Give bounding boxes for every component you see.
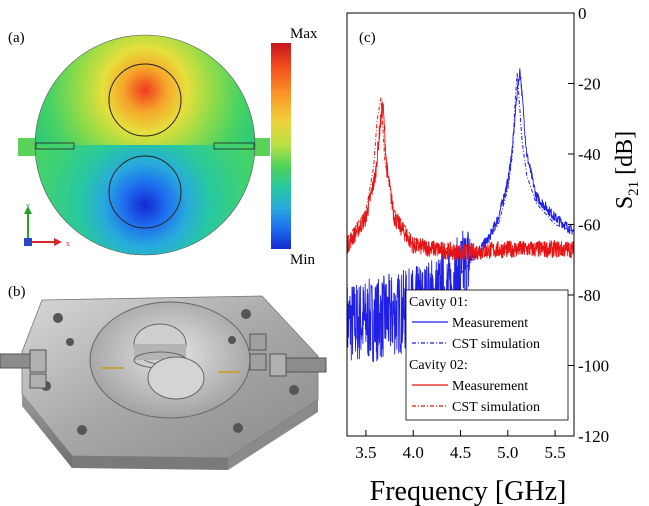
- legend-entry-label: CST simulation: [452, 400, 540, 415]
- panel-a: (a): [0, 0, 330, 270]
- legend: Cavity 01: Measurement CST simulation Cavit…: [406, 290, 568, 420]
- y-axis-title: S21 [dB]: [612, 131, 642, 209]
- panel-c-label: (c): [359, 30, 376, 46]
- x-tick-label: 5.0: [497, 443, 518, 462]
- panel-c: 3.5 4.0 4.5 5.0 5.5 0 -20 -40 -60 -80 -100 -120 (c…: [330, 0, 649, 506]
- y-tick-label: 0: [578, 4, 587, 23]
- axis-x-label: x: [66, 239, 70, 248]
- series-2-cavity-02-measurement: [347, 102, 574, 261]
- y-tick-label: -60: [578, 216, 601, 235]
- legend-entry-label: CST simulation: [452, 337, 540, 352]
- y-tick-label: -20: [578, 75, 601, 94]
- legend-group-title: Cavity 02:: [409, 358, 468, 373]
- y-tick-label: -80: [578, 286, 601, 305]
- colorbar: [271, 43, 291, 249]
- cavity-photo: [0, 270, 330, 506]
- field-map: y x Max Min: [0, 0, 330, 270]
- svg-text:S21 [dB]: S21 [dB]: [612, 131, 642, 209]
- legend-entry-label: Measurement: [452, 379, 528, 394]
- colorbar-min-label: Min: [290, 252, 316, 268]
- y-tick-label: -120: [578, 427, 609, 446]
- x-tick-label: 4.5: [450, 443, 471, 462]
- y-tick-label: -100: [578, 357, 609, 376]
- x-tick-label: 3.5: [355, 443, 376, 462]
- x-axis: 3.5 4.0 4.5 5.0 5.5: [355, 430, 565, 462]
- legend-group-title: Cavity 01:: [409, 295, 468, 310]
- x-tick-label: 5.5: [544, 443, 565, 462]
- series-1-cavity-01-cst-simulation: [461, 73, 575, 274]
- s21-chart: 3.5 4.0 4.5 5.0 5.5 0 -20 -40 -60 -80 -100 -120 (c…: [330, 0, 649, 506]
- legend-entry-label: Measurement: [452, 316, 528, 331]
- y-tick-label: -40: [578, 145, 601, 164]
- x-axis-title: Frequency [GHz]: [370, 476, 567, 506]
- tuning-posts: [148, 357, 204, 399]
- panel-b: (b): [0, 270, 330, 506]
- axis-y-label: y: [26, 201, 30, 210]
- colorbar-max-label: Max: [290, 26, 318, 42]
- x-tick-label: 4.0: [403, 443, 424, 462]
